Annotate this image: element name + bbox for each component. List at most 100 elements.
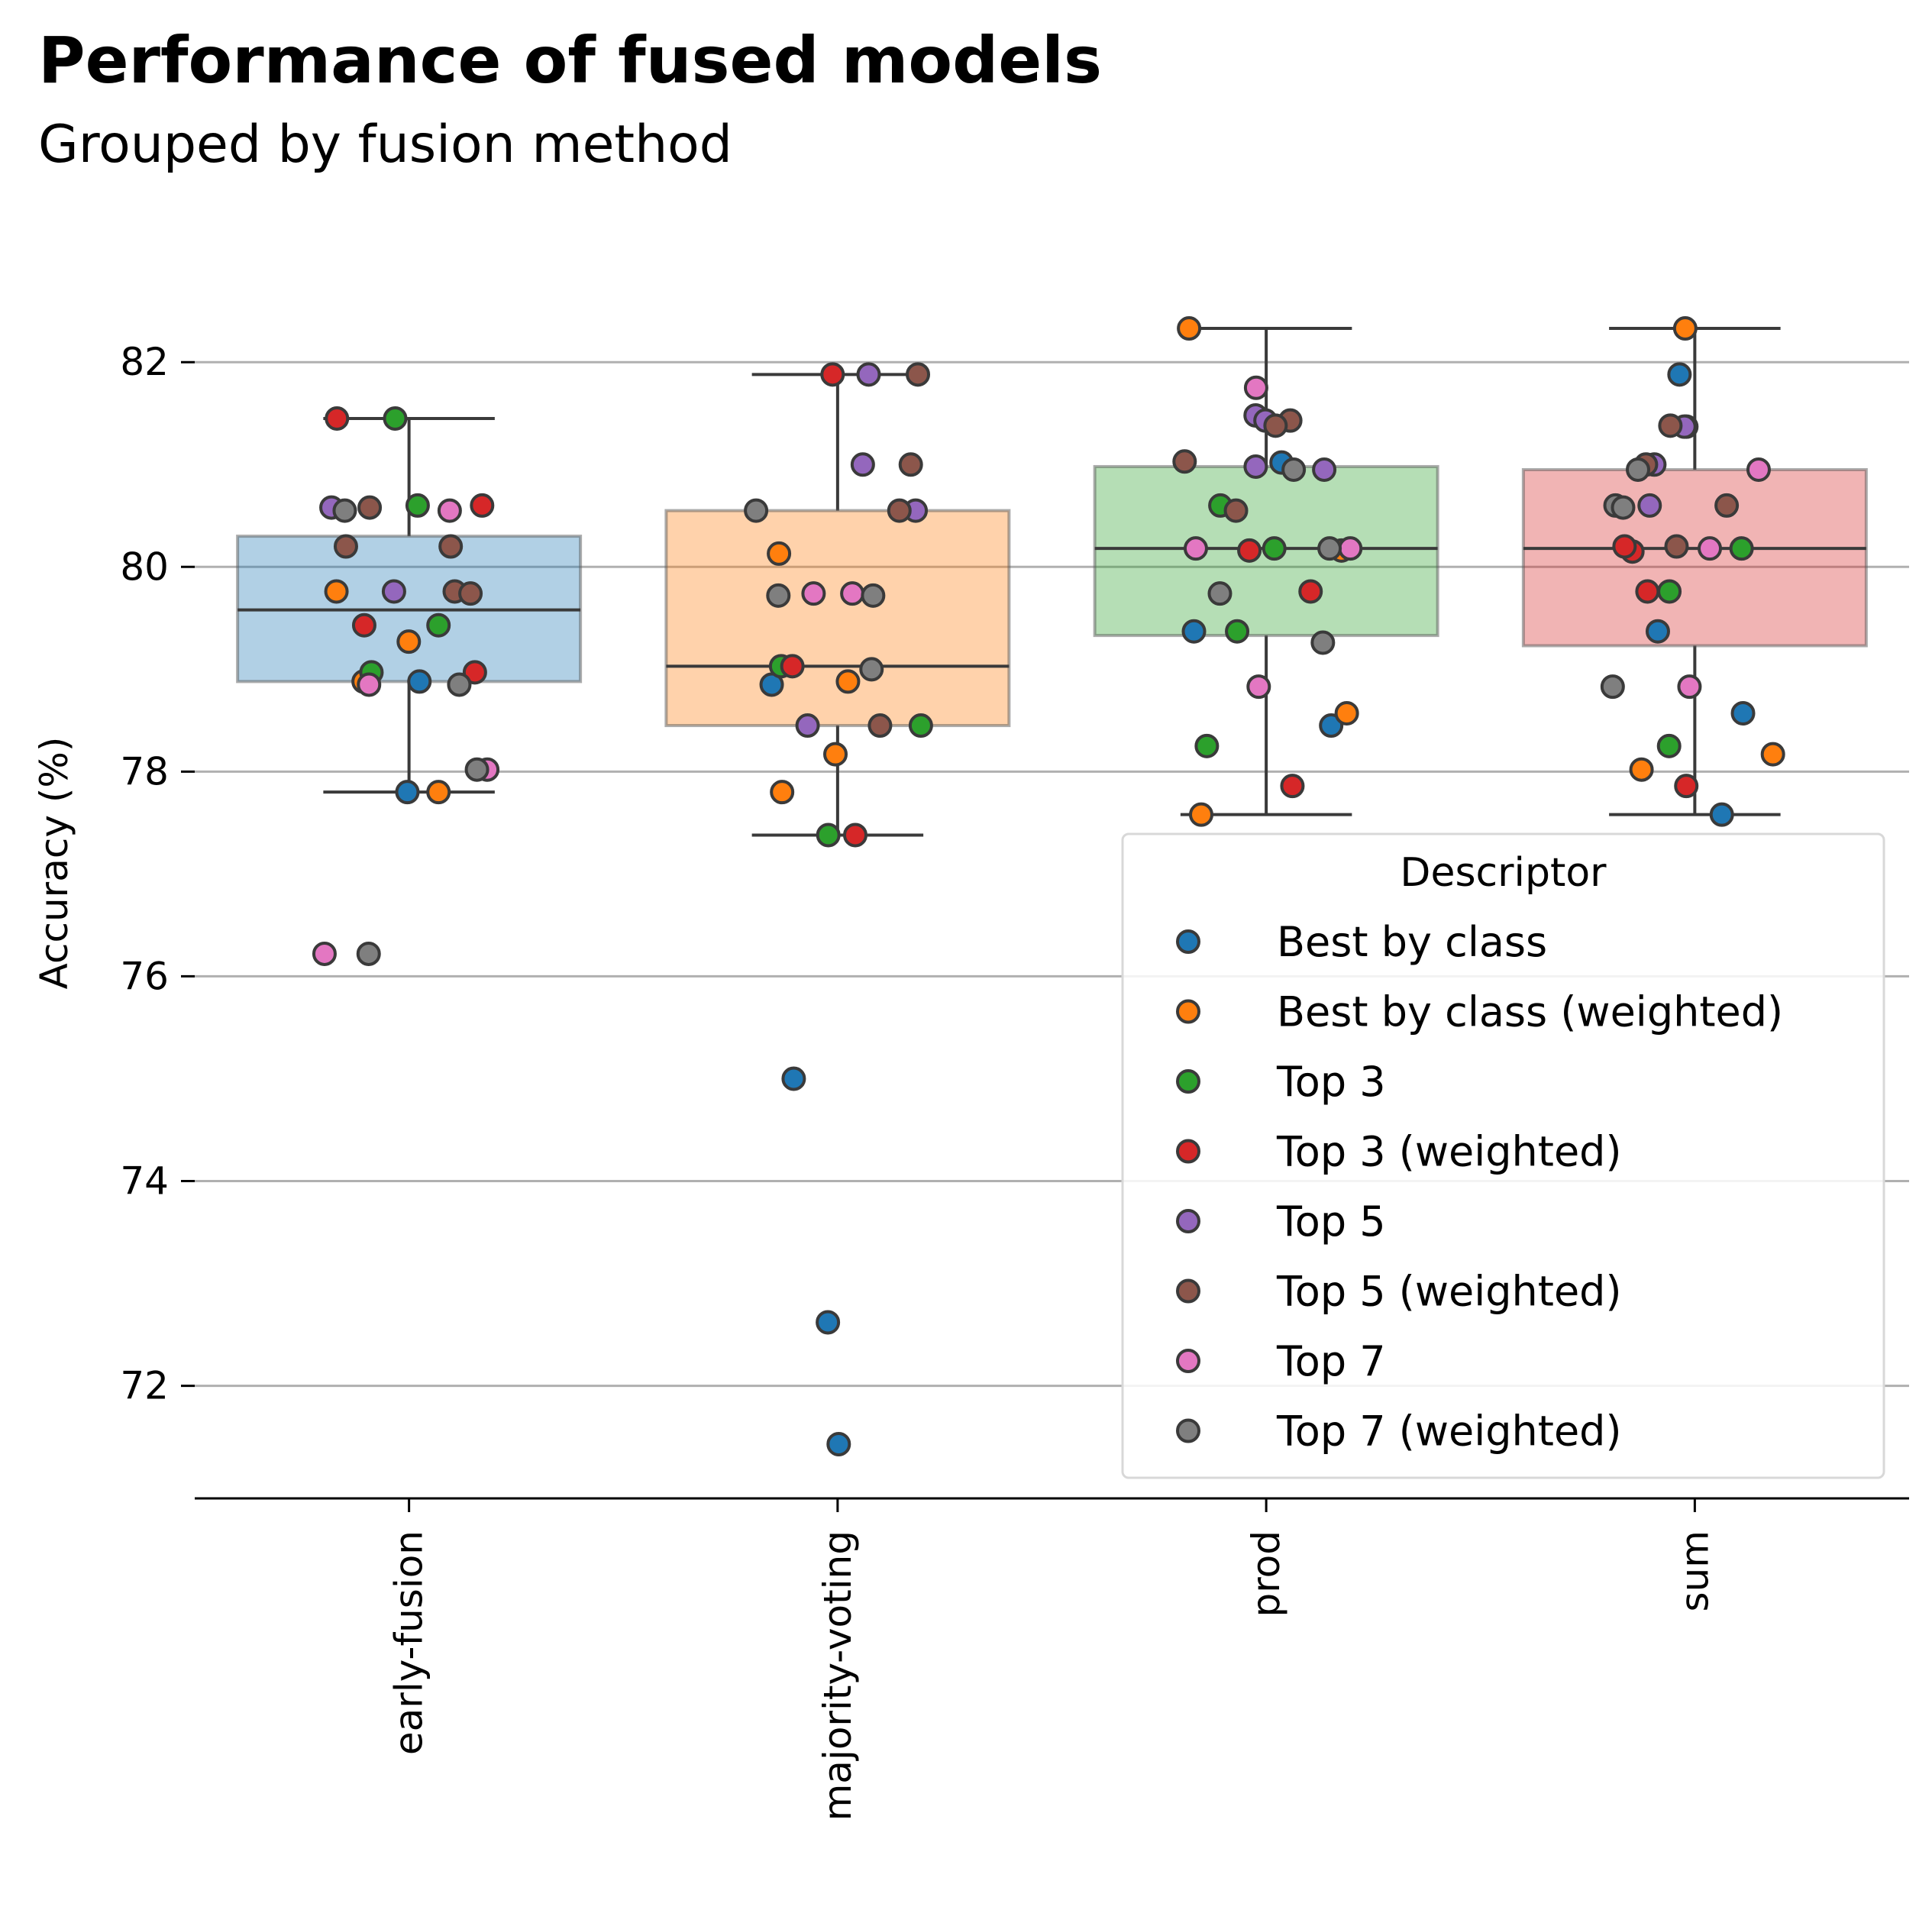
data-point: [781, 1066, 806, 1091]
data-point: [856, 362, 881, 387]
data-point: [840, 581, 865, 606]
legend-marker: [1176, 929, 1200, 954]
data-point: [861, 583, 886, 608]
data-point: [780, 654, 805, 679]
data-point: [1760, 742, 1785, 767]
data-point: [1181, 619, 1207, 644]
legend-label: Best by class: [1277, 918, 1547, 966]
data-point: [438, 534, 464, 559]
data-point: [325, 406, 350, 431]
data-point: [1667, 362, 1692, 387]
y-axis: 72 74 76 78 80 82: [120, 340, 195, 1408]
x-tick-label: majority-voting: [816, 1530, 860, 1821]
legend-marker: [1176, 1209, 1200, 1233]
x-tick-label: prod: [1244, 1530, 1288, 1618]
legend: Descriptor Best by class Best by class (we…: [1121, 832, 1885, 1479]
data-point: [395, 780, 420, 805]
data-point: [1611, 495, 1636, 520]
data-point: [462, 660, 487, 685]
data-point: [823, 742, 848, 767]
data-point: [1664, 534, 1689, 559]
legend-marker: [1176, 1069, 1200, 1094]
data-point: [770, 780, 795, 805]
data-point: [1714, 493, 1740, 518]
data-point: [1312, 457, 1337, 482]
data-point: [1194, 733, 1220, 758]
y-tick-label: 80: [120, 545, 169, 589]
data-point: [1698, 536, 1723, 561]
data-point: [1243, 454, 1268, 479]
data-point: [1730, 700, 1756, 726]
data-point: [324, 579, 349, 604]
data-point: [835, 669, 861, 694]
data-point: [1674, 774, 1699, 799]
legend-label: Top 7: [1276, 1337, 1386, 1385]
data-point: [396, 629, 422, 654]
data-point: [1310, 630, 1336, 655]
data-point: [1319, 713, 1344, 738]
data-point: [357, 672, 382, 697]
data-point: [458, 581, 483, 606]
legend-frame: [1121, 832, 1885, 1479]
box-prod: [1093, 327, 1439, 816]
y-axis-label: Accuracy (%): [32, 737, 76, 990]
data-point: [1223, 498, 1249, 523]
data-point: [859, 657, 884, 682]
data-point: [1338, 536, 1363, 561]
data-point: [1629, 757, 1654, 782]
data-point: [1746, 457, 1771, 482]
data-point: [426, 612, 451, 638]
data-point: [1280, 774, 1305, 799]
data-point: [1658, 413, 1683, 438]
data-point: [351, 612, 376, 638]
data-point: [1637, 493, 1662, 518]
data-point: [405, 493, 430, 518]
data-point: [1600, 674, 1625, 700]
data-point: [1612, 534, 1637, 559]
legend-marker: [1176, 999, 1200, 1024]
data-point: [1188, 802, 1213, 827]
data-point: [842, 823, 867, 848]
data-point: [464, 757, 489, 782]
data-point: [1262, 536, 1287, 561]
legend-label: Top 5 (weighted): [1276, 1268, 1622, 1316]
y-tick-label: 74: [120, 1159, 169, 1204]
data-point: [426, 780, 451, 805]
data-point: [1225, 619, 1250, 644]
x-tick-label: sum: [1672, 1530, 1717, 1611]
data-point: [816, 823, 841, 848]
data-point: [332, 498, 357, 523]
data-point: [1298, 579, 1323, 604]
box-body: [1521, 467, 1868, 648]
data-point: [1317, 536, 1342, 561]
data-point: [407, 669, 432, 694]
data-point: [1677, 674, 1702, 700]
data-point: [1656, 733, 1682, 758]
data-point: [820, 362, 845, 387]
data-point: [744, 498, 769, 523]
legend-label: Top 3: [1276, 1058, 1386, 1106]
box-early-fusion: [236, 416, 583, 794]
data-point: [1263, 413, 1288, 438]
data-point: [867, 713, 893, 738]
data-point: [447, 672, 472, 697]
legend-label: Top 3 (weighted): [1276, 1128, 1622, 1176]
data-point: [1334, 700, 1359, 726]
data-point: [906, 362, 931, 387]
x-axis: early-fusion majority-voting prod sum: [195, 1497, 1909, 1821]
box-sum: [1521, 327, 1868, 816]
data-point: [1207, 581, 1233, 606]
data-point: [1172, 449, 1197, 474]
chart-subtitle: Grouped by fusion method: [38, 115, 732, 175]
data-point: [908, 713, 933, 738]
data-point: [1729, 536, 1754, 561]
data-point: [1635, 579, 1660, 604]
chart-title: Performance of fused models: [38, 23, 1102, 98]
legend-label: Best by class (weighted): [1277, 988, 1783, 1036]
data-point: [1177, 316, 1202, 341]
box-majority-voting: [664, 373, 1011, 837]
data-point: [357, 495, 383, 520]
legend-marker: [1176, 1418, 1200, 1443]
data-point: [826, 1431, 851, 1456]
